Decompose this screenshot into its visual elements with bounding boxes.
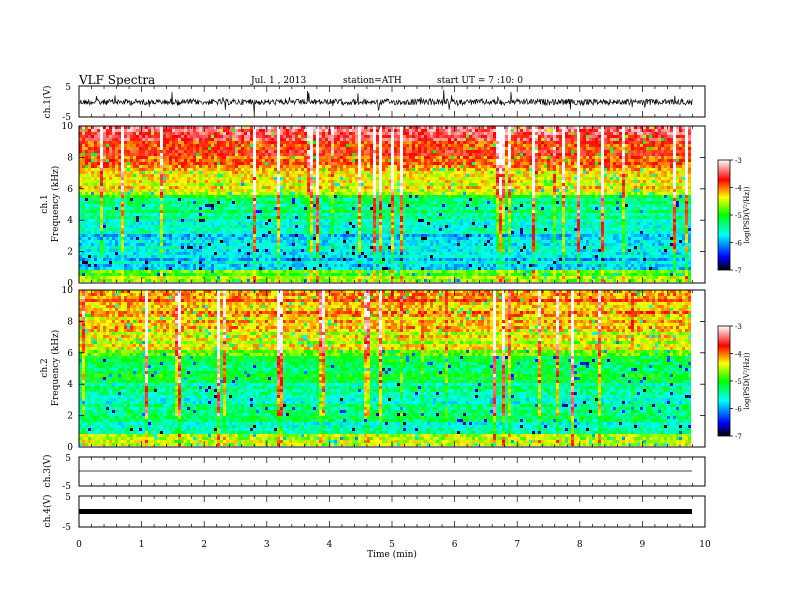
colorbar-tick-label: -3	[735, 157, 742, 165]
x-tick-label: 7	[514, 540, 520, 550]
ch3-ytick-top: 5	[65, 454, 71, 464]
x-tick-label: 0	[76, 540, 82, 550]
ch2-colorbar-label: log(PSD(V²/Hz))	[743, 352, 751, 409]
ch2-spec-channel-label: ch.2	[40, 358, 50, 377]
ch3-ylabel: ch.3(V)	[42, 455, 53, 488]
spec-ytick-label: 4	[67, 216, 73, 226]
ch2-spectrogram-image	[79, 290, 705, 447]
ch4-ylabel: ch.4(V)	[42, 495, 53, 528]
station-label: station=ATH	[343, 76, 402, 86]
x-tick-label: 8	[577, 540, 583, 550]
ch2-spec-ylabel: Frequency (kHz)	[50, 330, 61, 407]
colorbar-tick-label: -7	[735, 267, 742, 275]
spec-ytick-label: 2	[67, 248, 73, 258]
figure-title: VLF Spectra	[79, 73, 155, 87]
ch1-spec-channel-label: ch.1	[40, 194, 50, 213]
spec-ytick-label: 10	[62, 122, 74, 132]
colorbar-tick-label: -5	[735, 212, 742, 220]
x-tick-label: 1	[139, 540, 145, 550]
colorbar-tick-label: -5	[735, 378, 742, 386]
spec-ytick-label: 8	[67, 153, 73, 163]
ch3-ytick-bottom: -5	[62, 482, 71, 492]
colorbar-tick-label: -4	[735, 351, 742, 359]
ch1-ytick-top: 5	[65, 83, 71, 93]
x-tick-label: 9	[640, 540, 646, 550]
colorbar-tick-label: -6	[735, 240, 742, 248]
ch1-spec-ylabel: Frequency (kHz)	[50, 166, 61, 243]
colorbar-tick-label: -7	[735, 433, 742, 441]
colorbar-tick-label: -4	[735, 185, 742, 193]
spec-ytick-label: 4	[67, 380, 73, 390]
spec-ytick-label: 6	[67, 185, 73, 195]
ch1-waveform-trace	[78, 89, 693, 115]
ch4-ytick-top: 5	[65, 493, 71, 503]
x-tick-label: 3	[264, 540, 270, 550]
spec-ytick-label: 10	[62, 286, 74, 296]
x-tick-label: 2	[201, 540, 207, 550]
x-axis-label: Time (min)	[367, 549, 417, 560]
colorbar-tick-label: -3	[735, 323, 742, 331]
ch1-ylabel: ch.1(V)	[42, 86, 53, 119]
spec-ytick-label: 6	[67, 349, 73, 359]
ch1-colorbar-label: log(PSD(V²/Hz))	[743, 186, 751, 243]
ch1-colorbar	[717, 159, 731, 271]
ch1-ytick-bottom: -5	[62, 113, 71, 123]
ch4-ytick-bottom: -5	[62, 523, 71, 533]
x-tick-label: 5	[389, 540, 395, 550]
spec-ytick-label: 2	[67, 412, 73, 422]
colorbar-tick-label: -6	[735, 406, 742, 414]
x-tick-label: 6	[452, 540, 458, 550]
date-label: Jul. 1 , 2013	[251, 76, 306, 86]
ch2-colorbar	[717, 325, 731, 437]
spec-ytick-label: 8	[67, 317, 73, 327]
start-time-label: start UT = 7 :10: 0	[437, 76, 523, 86]
x-tick-label: 10	[699, 540, 711, 550]
x-tick-label: 4	[327, 540, 333, 550]
spec-ytick-label: 0	[67, 443, 73, 453]
ch1-spectrogram-image	[79, 126, 705, 283]
ch4-waveform-trace	[79, 509, 692, 514]
spec-ytick-label: 0	[67, 279, 73, 289]
